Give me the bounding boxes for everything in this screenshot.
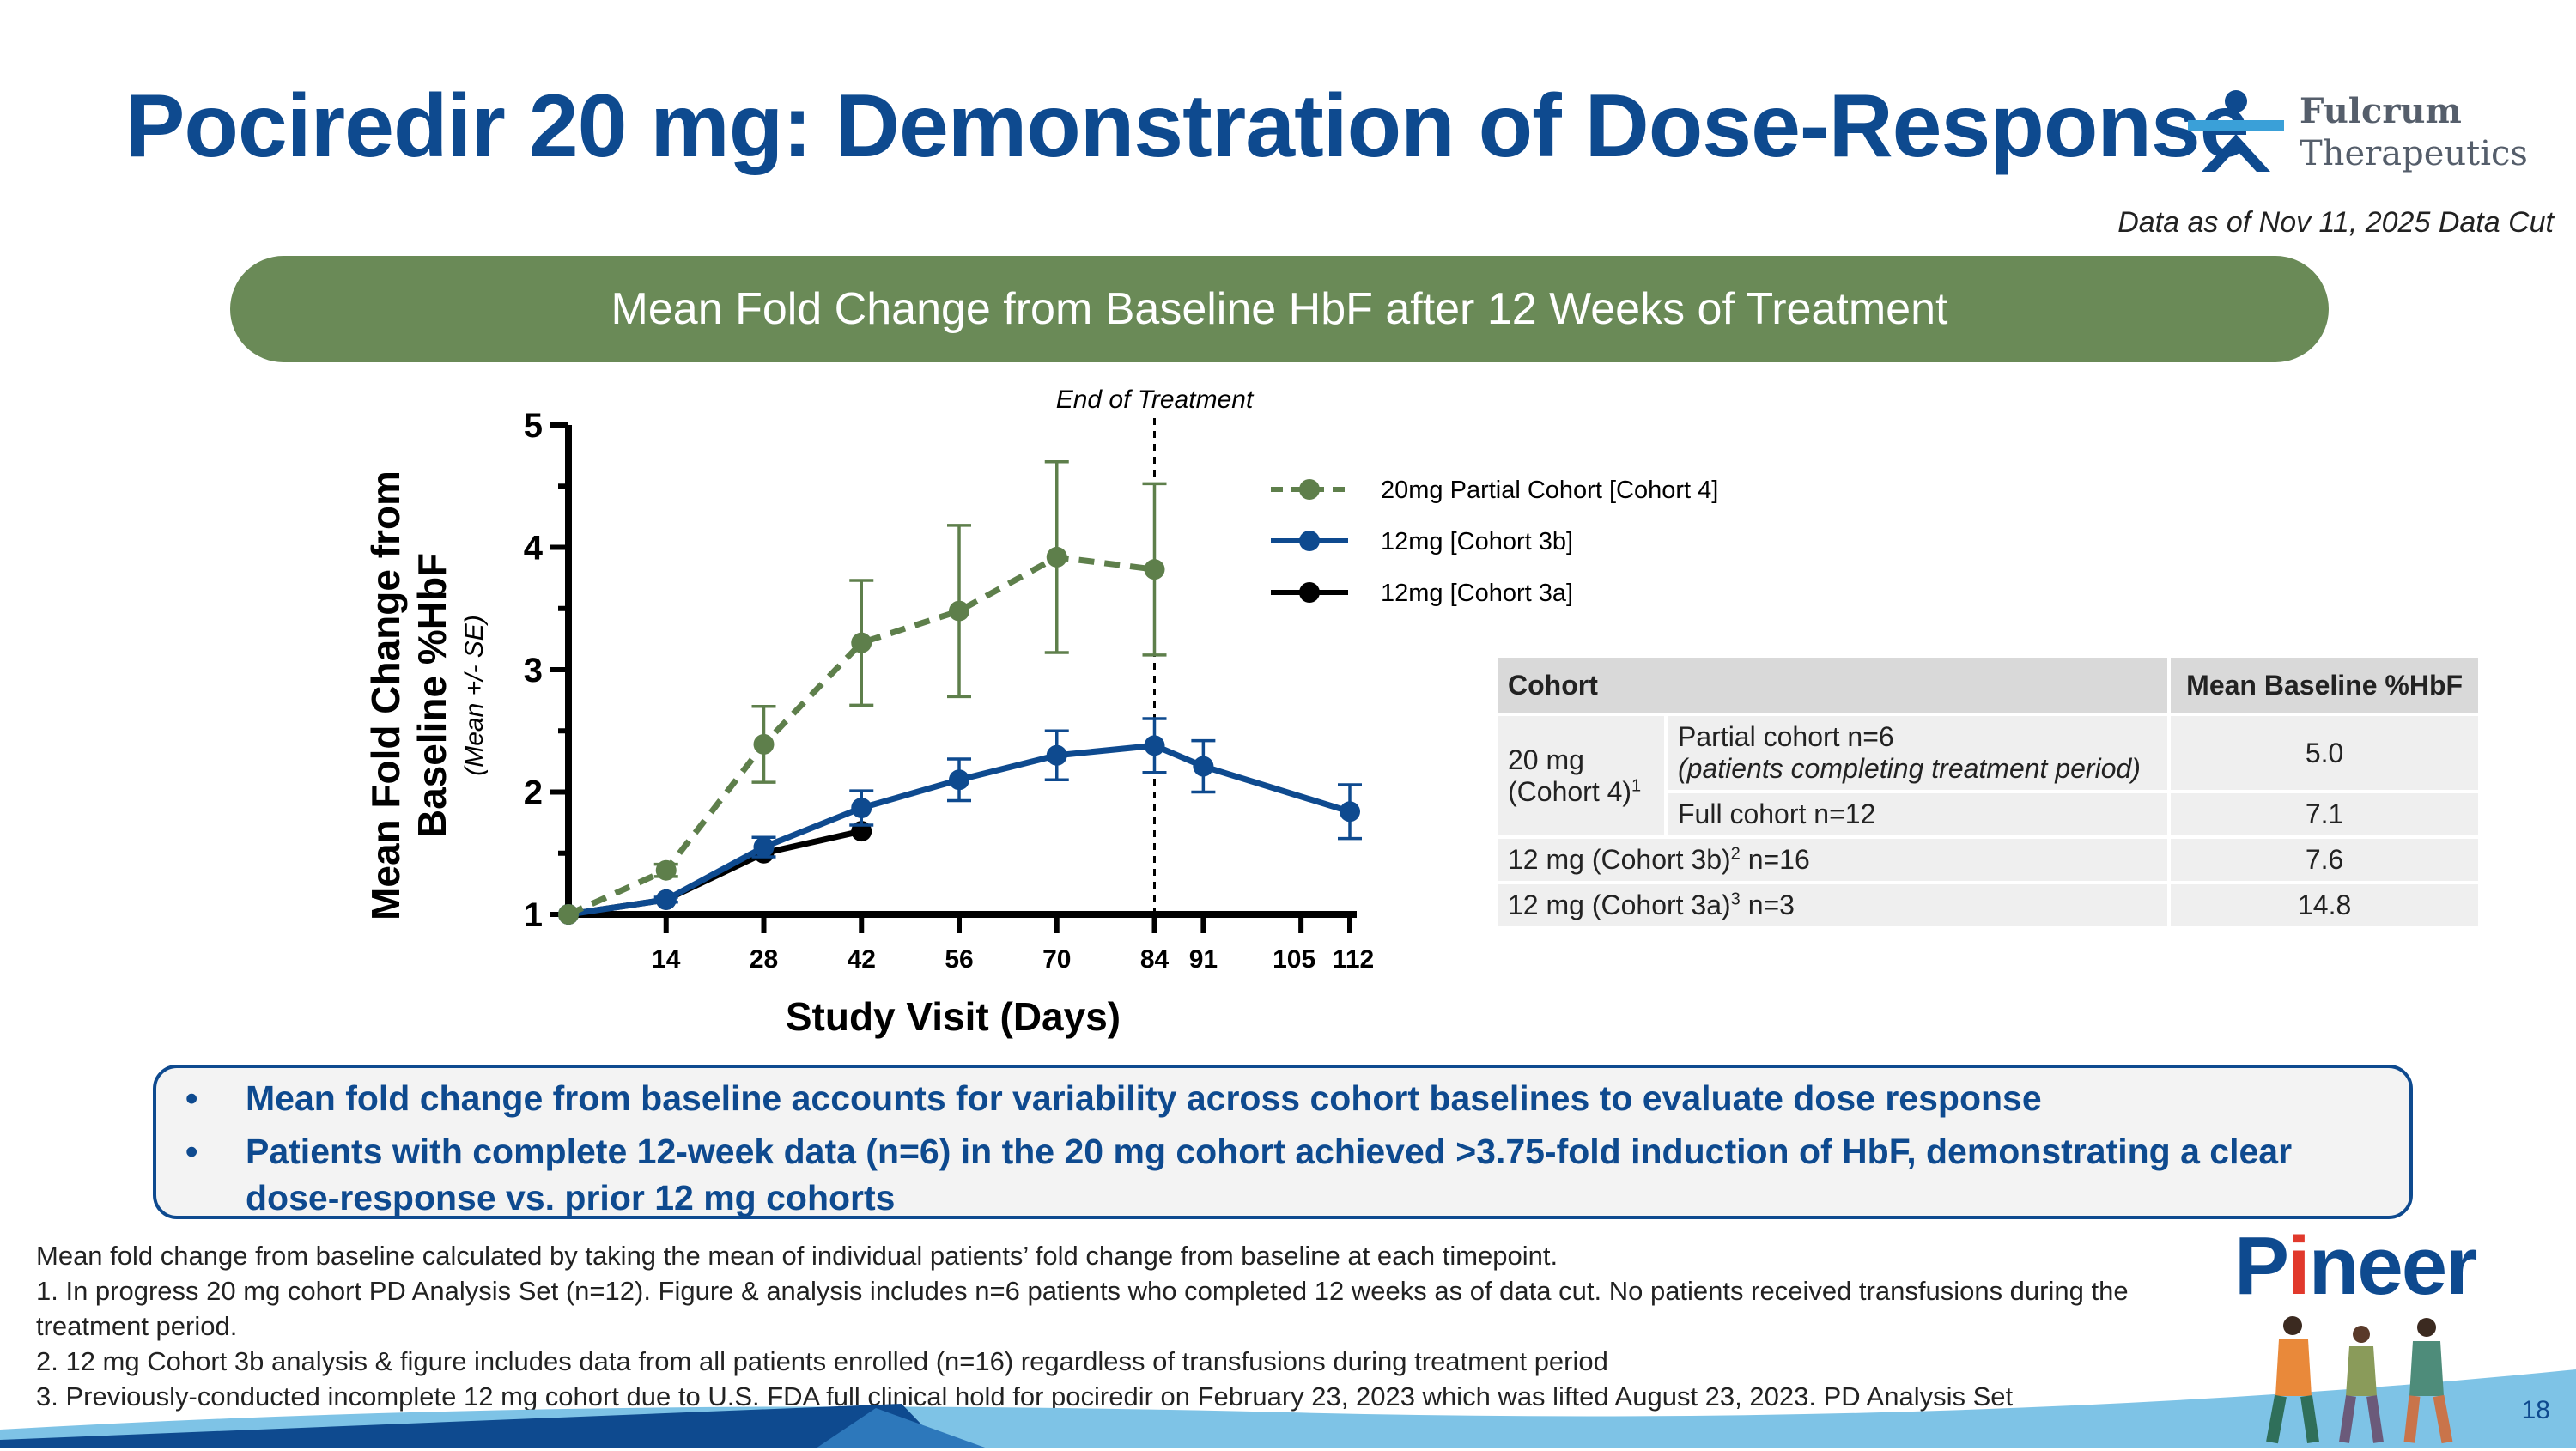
table-value: 5.0 — [2167, 713, 2482, 793]
x-tick-label: 14 — [652, 945, 681, 974]
y-tick-label: 4 — [524, 530, 544, 568]
bullet-text: Mean fold change from baseline accounts … — [246, 1078, 2042, 1118]
table-value: 7.1 — [2167, 790, 2482, 839]
fulcrum-mark-icon — [2188, 90, 2284, 172]
y-tick-label: 2 — [524, 774, 543, 812]
legend-marker — [1299, 479, 1320, 500]
table-row: 12 mg (Cohort 3b)2 n=16 7.6 — [1493, 835, 2482, 884]
data-point — [851, 798, 872, 819]
legend-label: 12mg [Cohort 3b] — [1381, 528, 1573, 556]
table-subcell: Partial cohort n=6 (patients completing … — [1663, 713, 2172, 793]
x-tick-label: 84 — [1140, 945, 1170, 974]
bullet-marker: • — [185, 1078, 198, 1118]
data-point — [851, 632, 872, 653]
table-label: 12 mg (Cohort 3a)3 n=3 — [1493, 881, 2172, 930]
y-tick-label: 1 — [524, 896, 543, 934]
fulcrum-logo: Fulcrum Therapeutics — [2188, 86, 2531, 189]
footnote: 2. 12 mg Cohort 3b analysis & figure inc… — [36, 1346, 1608, 1376]
sub-line1: Partial cohort n=6 — [1678, 721, 1894, 752]
footnote: 3. Previously-conducted incomplete 12 mg… — [36, 1381, 2014, 1412]
data-cut-note: Data as of Nov 11, 2025 Data Cut — [2117, 206, 2554, 239]
x-tick-label: 112 — [1333, 945, 1374, 974]
table-header-baseline: Mean Baseline %HbF — [2167, 654, 2482, 716]
data-point — [949, 600, 969, 622]
bullet-marker: • — [185, 1132, 198, 1171]
row-sup: 3 — [1730, 889, 1741, 909]
x-tick-label: 91 — [1189, 945, 1218, 974]
data-point — [753, 733, 775, 755]
legend-label: 12mg [Cohort 3a] — [1381, 580, 1573, 607]
x-axis-title: Study Visit (Days) — [786, 994, 1121, 1039]
legend-marker — [1299, 531, 1320, 551]
y-axis-title-line2: Baseline %HbF — [410, 553, 454, 838]
bottom-wave-decoration — [0, 1369, 2576, 1448]
table-group-cell: 20 mg (Cohort 4)1 — [1494, 713, 1668, 839]
baseline-table: Cohort Mean Baseline %HbF 20 mg (Cohort … — [1493, 654, 2482, 930]
table-row: 20 mg (Cohort 4)1 Partial cohort n=6 (pa… — [1494, 713, 2482, 839]
people-illustration-icon — [2266, 1316, 2453, 1444]
table-row: Full cohort n=12 7.1 — [1496, 790, 2482, 839]
x-tick-label: 42 — [848, 945, 876, 974]
table-header-cohort: Cohort — [1493, 654, 2172, 716]
data-point — [1046, 744, 1067, 766]
page-number: 18 — [2521, 1396, 2550, 1424]
data-point — [655, 889, 677, 910]
footnotes: Mean fold change from baseline calculate… — [36, 1238, 2200, 1414]
data-point — [949, 769, 969, 791]
group-label-line1: 20 mg — [1508, 744, 1584, 775]
end-of-treatment-label: End of Treatment — [1056, 386, 1255, 414]
data-point — [1144, 735, 1165, 756]
data-point — [1046, 546, 1067, 568]
y-tick-label: 5 — [524, 407, 543, 445]
table-subcell: Full cohort n=12 — [1663, 790, 2172, 839]
data-point — [753, 836, 775, 858]
data-point — [1340, 801, 1360, 823]
page-title: Pociredir 20 mg: Demonstration of Dose-R… — [125, 76, 2250, 176]
y-tick-label: 3 — [524, 652, 543, 689]
table-row: 12 mg (Cohort 3a)3 n=3 14.8 — [1493, 881, 2482, 930]
group-label-line2: (Cohort 4)1 — [1508, 775, 1642, 807]
banner-text: Mean Fold Change from Baseline HbF after… — [611, 284, 1948, 334]
y-axis-subtitle: (Mean +/- SE) — [460, 615, 489, 776]
logo-line1: Fulcrum — [2300, 91, 2462, 131]
x-tick-label: 28 — [750, 945, 778, 974]
table-header-row: Cohort Mean Baseline %HbF — [1493, 654, 2482, 716]
y-axis-title-line1: Mean Fold Change from — [363, 471, 408, 920]
legend-marker — [1299, 582, 1320, 603]
chart-banner: Mean Fold Change from Baseline HbF after… — [230, 256, 2329, 362]
x-tick-label: 70 — [1042, 945, 1071, 974]
table-value: 7.6 — [2167, 835, 2482, 884]
x-tick-label: 105 — [1273, 945, 1315, 974]
bullet-text: Patients with complete 12-week data (n=6… — [246, 1132, 2293, 1217]
data-point — [655, 859, 677, 881]
data-point — [558, 904, 579, 925]
data-point — [1144, 559, 1165, 580]
group-sup: 1 — [1631, 775, 1642, 795]
x-tick-label: 56 — [945, 945, 973, 974]
row-sup: 2 — [1730, 844, 1741, 864]
data-point — [1193, 756, 1214, 777]
logo-line2: Therapeutics — [2300, 134, 2528, 173]
table-label: 12 mg (Cohort 3b)2 n=16 — [1493, 835, 2172, 884]
key-points-box: • Mean fold change from baseline account… — [153, 1065, 2413, 1219]
legend-label: 20mg Partial Cohort [Cohort 4] — [1381, 477, 1718, 504]
table-value: 14.8 — [2167, 881, 2482, 930]
pioneer-logo: Pineer — [2234, 1220, 2477, 1312]
sub-line2: (patients completing treatment period) — [1678, 753, 2141, 784]
footnote: 1. In progress 20 mg cohort PD Analysis … — [36, 1276, 2129, 1341]
fold-change-chart: 1 2 3 4 5 14 28 42 56 70 84 91 105 112 Study Visit (Da… — [363, 386, 1718, 1039]
footnote: Mean fold change from baseline calculate… — [36, 1241, 1558, 1271]
